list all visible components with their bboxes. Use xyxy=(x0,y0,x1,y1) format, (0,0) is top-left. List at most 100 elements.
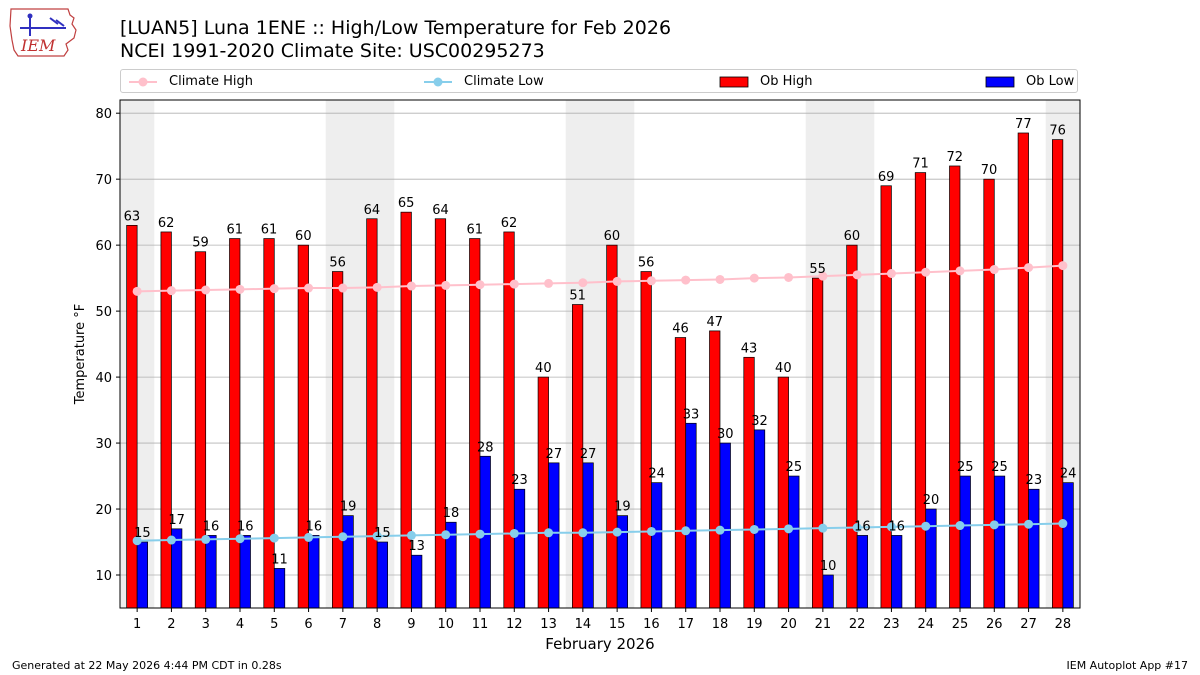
climate-low-point xyxy=(578,528,588,538)
iem-logo: IEM xyxy=(9,8,77,57)
ob-low-bar xyxy=(753,429,766,609)
ob-high-bar xyxy=(846,244,858,609)
x-tick-label: 27 xyxy=(1020,617,1037,632)
climate-high-point xyxy=(1024,263,1034,273)
climate-high-point xyxy=(921,267,931,277)
x-tick-label: 23 xyxy=(883,617,900,632)
x-tick-label: 17 xyxy=(677,617,694,632)
ob-high-bar xyxy=(126,225,138,609)
x-tick-label: 21 xyxy=(815,617,832,632)
climate-low-point xyxy=(269,533,279,543)
ob-low-bar xyxy=(822,574,834,609)
footer-app: IEM Autoplot App #17 xyxy=(1066,659,1189,672)
climate-high-point xyxy=(818,271,828,281)
climate-high-point xyxy=(681,275,691,285)
ob-high-bar xyxy=(777,376,789,609)
climate-low-point xyxy=(612,527,622,537)
ob-high-bar xyxy=(537,376,549,609)
ob-low-value-label: 32 xyxy=(751,414,768,429)
climate-low-point xyxy=(132,536,142,546)
climate-high-point xyxy=(612,276,622,286)
ob-high-bar xyxy=(332,271,344,609)
ob-low-value-label: 28 xyxy=(477,440,494,455)
x-tick-label: 20 xyxy=(780,617,797,632)
ob-low-value-label: 30 xyxy=(717,427,734,442)
ob-high-bar xyxy=(229,238,241,609)
ob-low-value-label: 10 xyxy=(820,559,837,574)
climate-low-point xyxy=(989,520,999,530)
x-tick-label: 19 xyxy=(746,617,763,632)
footer-generated: Generated at 22 May 2026 4:44 PM CDT in … xyxy=(12,659,282,672)
ob-low-bar xyxy=(788,475,800,609)
ob-low-bar xyxy=(411,554,423,609)
x-tick-label: 13 xyxy=(540,617,557,632)
climate-high-point xyxy=(578,278,588,288)
ob-low-value-label: 16 xyxy=(888,519,905,534)
ob-high-bar xyxy=(983,178,995,609)
ob-high-value-label: 65 xyxy=(398,196,415,211)
ob-low-value-label: 15 xyxy=(134,526,151,541)
ob-high-bar xyxy=(709,330,721,609)
ob-high-value-label: 77 xyxy=(1015,117,1032,132)
ob-low-value-label: 20 xyxy=(923,493,940,508)
climate-high-point xyxy=(886,269,896,279)
x-tick-label: 5 xyxy=(270,617,278,632)
ob-high-value-label: 61 xyxy=(466,223,483,238)
ob-high-bar xyxy=(469,238,481,609)
ob-high-value-label: 60 xyxy=(295,229,312,244)
ob-low-bar xyxy=(513,488,526,609)
ob-high-value-label: 60 xyxy=(844,229,861,244)
ob-low-bar xyxy=(308,535,320,609)
climate-low-point xyxy=(475,529,485,539)
x-tick-label: 24 xyxy=(917,617,934,632)
ob-low-bar xyxy=(273,568,286,609)
y-axis-label: Temperature °F xyxy=(73,304,88,405)
climate-high-point xyxy=(406,281,416,291)
climate-low-point xyxy=(818,523,828,533)
climate-high-point xyxy=(304,283,314,293)
x-tick-label: 10 xyxy=(437,617,454,632)
chart-subtitle: NCEI 1991-2020 Climate Site: USC00295273 xyxy=(120,40,545,62)
climate-low-point xyxy=(544,528,554,538)
ob-high-value-label: 76 xyxy=(1049,124,1066,139)
x-tick-label: 28 xyxy=(1055,617,1072,632)
ob-high-value-label: 55 xyxy=(809,262,826,277)
ob-high-value-label: 62 xyxy=(158,216,175,231)
x-tick-label: 9 xyxy=(407,617,415,632)
y-tick-label: 30 xyxy=(95,437,112,452)
y-tick-label: 10 xyxy=(95,569,112,584)
ob-high-value-label: 59 xyxy=(192,236,209,251)
ob-high-bar xyxy=(606,244,618,609)
ob-high-value-label: 46 xyxy=(672,322,689,337)
ob-low-bar xyxy=(719,442,731,609)
climate-high-point xyxy=(1058,261,1068,271)
climate-low-point xyxy=(1024,519,1034,529)
climate-low-line xyxy=(137,522,1063,542)
x-tick-label: 26 xyxy=(986,617,1003,632)
climate-low-point xyxy=(338,532,348,542)
ob-low-bar xyxy=(342,515,354,609)
ob-low-bar xyxy=(205,535,217,609)
climate-high-point xyxy=(269,284,279,294)
ob-low-value-label: 25 xyxy=(786,460,803,475)
ob-high-bar xyxy=(1017,132,1029,609)
ob-high-value-label: 69 xyxy=(878,170,895,185)
climate-low-point xyxy=(406,530,416,540)
plot-frame xyxy=(119,99,1081,609)
ob-high-value-label: 71 xyxy=(912,157,929,172)
ob-low-bar xyxy=(239,535,251,609)
ob-high-value-label: 61 xyxy=(226,223,243,238)
y-tick-label: 60 xyxy=(95,239,112,254)
legend-label-ob-low: Ob Low xyxy=(1026,74,1075,89)
ob-low-bar xyxy=(376,541,388,609)
ob-high-value-label: 56 xyxy=(638,256,655,271)
climate-low-point xyxy=(886,522,896,532)
logo-text: IEM xyxy=(20,36,56,55)
ob-low-value-label: 19 xyxy=(340,500,357,515)
climate-low-point xyxy=(852,523,862,533)
ob-low-value-label: 17 xyxy=(168,513,185,528)
ob-low-value-label: 23 xyxy=(1026,473,1043,488)
ob-low-value-label: 19 xyxy=(614,500,631,515)
ob-low-value-label: 24 xyxy=(1060,467,1077,482)
